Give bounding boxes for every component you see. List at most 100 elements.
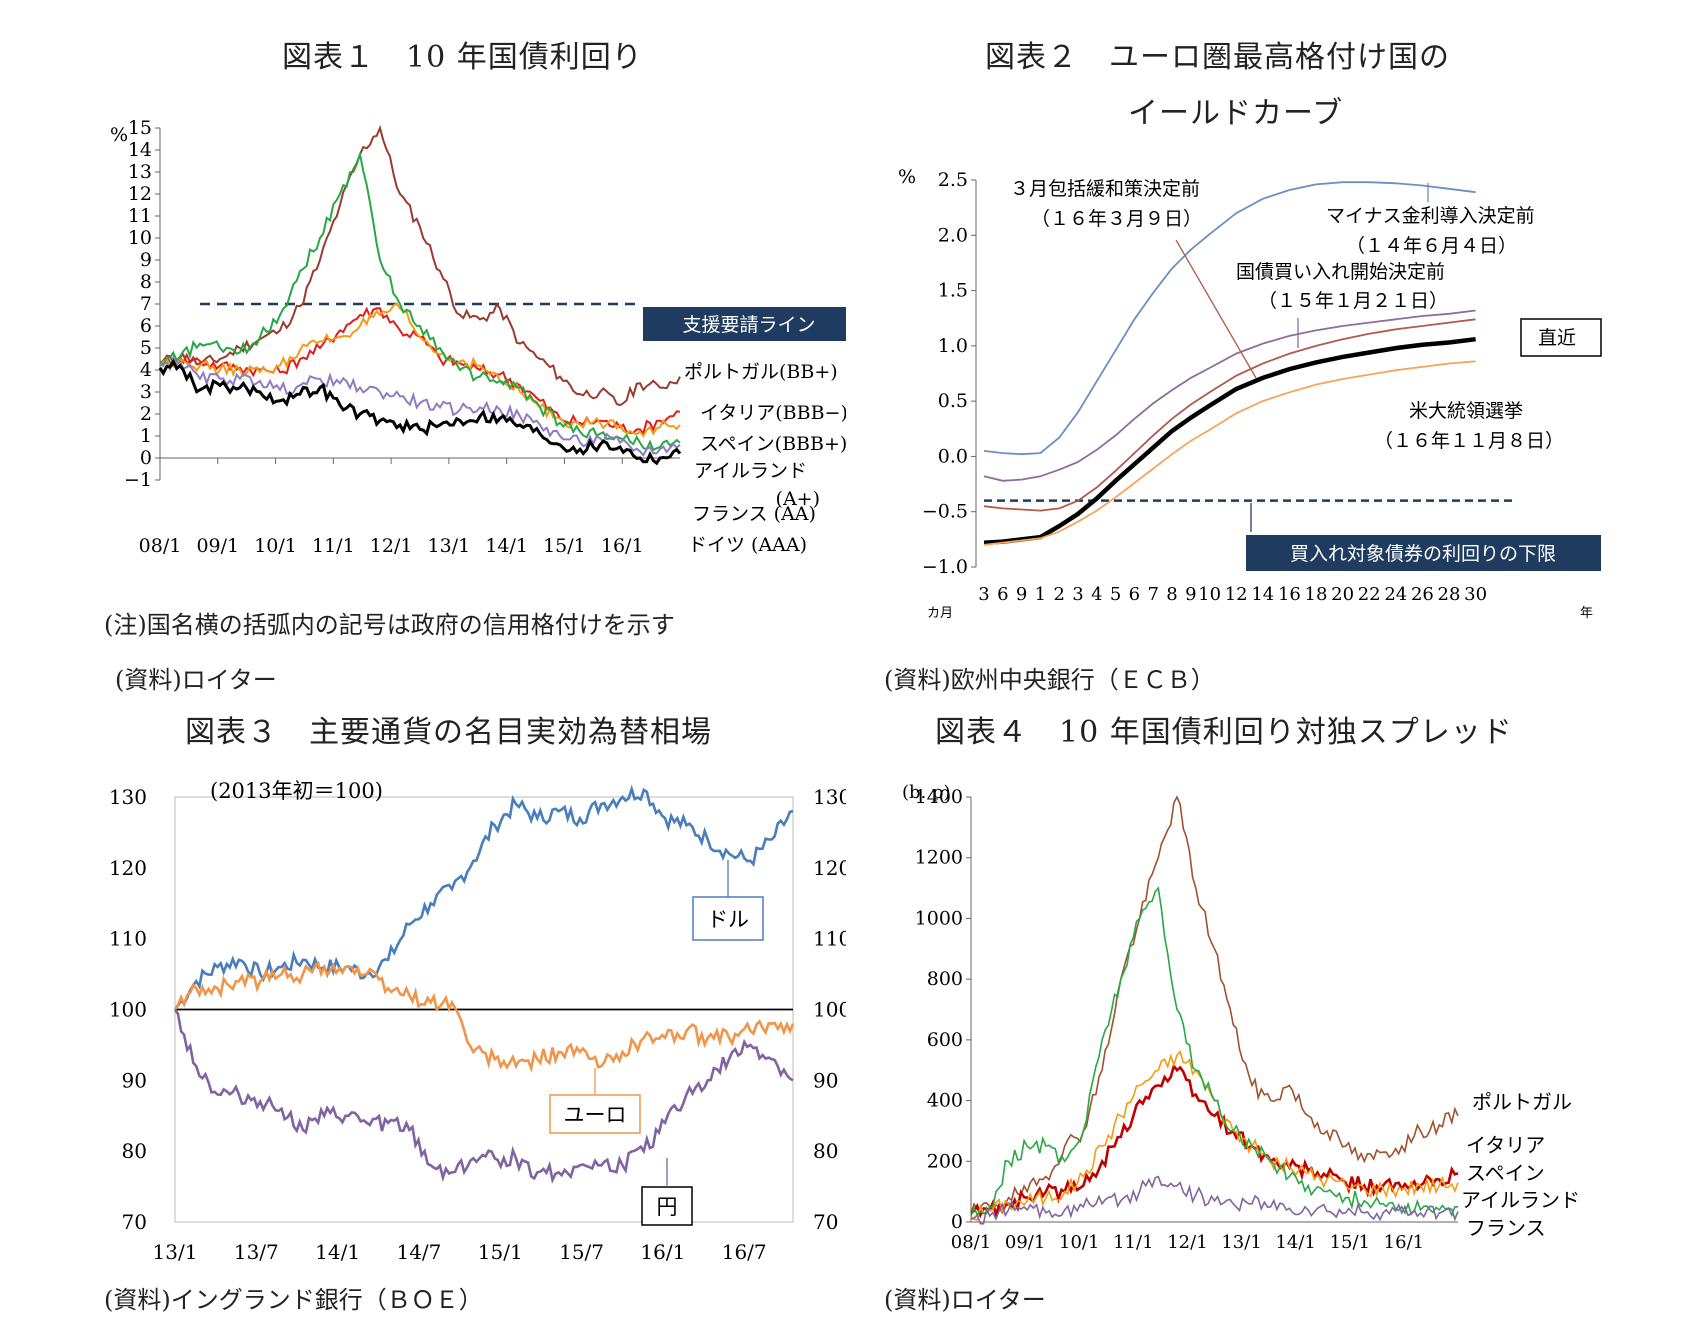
chart2-x-unit-months: カ月 xyxy=(927,606,953,621)
chart4-series-label: フランス xyxy=(1466,1216,1546,1240)
chart3-x-tick-label: 16/1 xyxy=(640,1240,685,1264)
chart4-y-tick-label: 1400 xyxy=(915,786,963,808)
chart2: −1.0−0.50.00.51.01.52.02.53 6 9 1 2 3 4 5 6 7 8 9 10… xyxy=(898,166,1602,621)
chart1-x-tick-label: 12/1 xyxy=(370,535,413,557)
chart1-x-tick-label: 10/1 xyxy=(254,535,297,557)
chart3-y-tick-label-right: 70 xyxy=(813,1210,838,1234)
chart2-reference-label-box xyxy=(1246,535,1601,571)
chart2-x-tick-label: 9 xyxy=(1185,584,1196,605)
chart1-y-tick-label: 14 xyxy=(128,139,152,161)
chart2-series-label: （１６年１１月８日） xyxy=(1374,430,1564,452)
chart1-x-tick-label: 13/1 xyxy=(428,535,471,557)
chart3-y-tick-label-right: 90 xyxy=(813,1068,838,1092)
chart1-series-line xyxy=(159,150,681,452)
chart3-x-tick-label: 14/7 xyxy=(396,1240,441,1264)
chart4-source: (資料)ロイター xyxy=(884,1286,1046,1314)
chart2-plot: −1.0−0.50.00.51.01.52.02.53 6 9 1 2 3 4 5 6 7 8 9 10… xyxy=(922,169,1602,605)
chart3-label-box xyxy=(641,1186,693,1226)
chart3-plot: 70 70 80 80 90 90 100 100 110 110 120 120 130 130 13/1… xyxy=(109,784,846,1264)
chart2-x-tick-label: 1 xyxy=(1035,584,1046,605)
chart3-source: (資料)イングランド銀行（ＢＯＥ） xyxy=(104,1286,483,1314)
chart3-series-line xyxy=(173,1008,794,1184)
chart2-title-line1: 図表２ ユーロ圏最高格付け国の xyxy=(985,40,1450,75)
chart1-y-tick-label: 7 xyxy=(140,293,152,315)
chart2-series-label: 米大統領選挙 xyxy=(1409,400,1523,422)
chart4-series-label: イタリア xyxy=(1466,1133,1545,1157)
chart2-series-label: （１６年３月９日） xyxy=(1031,208,1202,230)
chart1-reference-label: 支援要請ライン xyxy=(682,314,815,336)
chart3-subtitle: (2013年初＝100) xyxy=(210,779,383,803)
chart1-y-tick-label: 13 xyxy=(128,161,152,183)
chart3-y-tick-label-right: 120 xyxy=(813,856,846,880)
chart2-series-label: 直近 xyxy=(1538,327,1576,349)
chart2-x-tick-label: 6 xyxy=(997,584,1008,605)
chart4-y-tick-label: 0 xyxy=(951,1211,963,1233)
chart3-label-box xyxy=(549,1094,641,1134)
chart4-series-label: スペイン xyxy=(1466,1161,1545,1185)
chart4-series-line xyxy=(970,1175,1459,1225)
chart4-x-tick-label: 16/1 xyxy=(1384,1232,1424,1253)
chart2-series-label: ３月包括緩和策決定前 xyxy=(1010,178,1200,200)
chart2-x-tick-label: 14 xyxy=(1251,584,1274,605)
chart1-series-label: アイルランド xyxy=(694,460,807,482)
chart2-y-tick-label: −0.5 xyxy=(922,501,968,523)
chart3-series-line xyxy=(173,784,794,1011)
chart2-series-line xyxy=(983,181,1476,456)
chart1-series-line xyxy=(159,302,681,438)
chart4-series-label: ポルトガル xyxy=(1472,1090,1572,1114)
chart1-y-tick-label: 12 xyxy=(128,183,152,205)
chart2-reference-label: 買入れ対象債券の利回りの下限 xyxy=(1290,543,1556,565)
chart3-series-label: ユーロ xyxy=(564,1103,627,1127)
chart2-x-tick-label: 6 xyxy=(1129,584,1140,605)
chart2-y-unit: % xyxy=(898,166,916,188)
chart2-x-tick-label: 10 xyxy=(1198,584,1221,605)
chart1-y-tick-label: 1 xyxy=(140,425,152,447)
chart1-series-line xyxy=(159,124,681,407)
chart4-series-line xyxy=(970,886,1459,1218)
chart2-series-line xyxy=(983,309,1476,482)
chart2-x-tick-label: 4 xyxy=(1091,584,1102,605)
chart2-x-tick-label: 3 xyxy=(978,584,989,605)
chart3-y-tick-label-left: 130 xyxy=(109,785,147,809)
chart2-y-tick-label: 2.5 xyxy=(938,169,968,191)
chart3-series-line xyxy=(173,960,795,1073)
chart4-plot: 0 200 400 600 800 1000 1200 1400 08/1 09/1 10/1 11/… xyxy=(915,786,1580,1253)
chart1-y-tick-label: 9 xyxy=(140,249,152,271)
chart2-series-label: （１５年１月２１日） xyxy=(1258,290,1448,312)
chart4-x-tick-label: 12/1 xyxy=(1167,1232,1207,1253)
chart3-y-tick-label-right: 80 xyxy=(813,1139,838,1163)
chart4-series-line xyxy=(970,1062,1459,1219)
chart1-reference-label-box xyxy=(643,307,846,341)
chart1-y-tick-label: 6 xyxy=(140,315,152,337)
chart2-label-arrow xyxy=(1175,239,1257,379)
chart4-x-tick-label: 09/1 xyxy=(1005,1232,1045,1253)
chart3-x-tick-label: 14/1 xyxy=(315,1240,360,1264)
chart3: 70 70 80 80 90 90 100 100 110 110 120 120 130 130 13/1… xyxy=(109,779,846,1264)
chart1-series-line xyxy=(158,358,682,466)
chart2-x-tick-label: 20 xyxy=(1331,584,1354,605)
chart4: 0 200 400 600 800 1000 1200 1400 08/1 09/1 10/1 11/… xyxy=(902,782,1580,1253)
chart2-label-box-latest xyxy=(1520,318,1602,357)
chart2-x-tick-label: 22 xyxy=(1358,584,1381,605)
chart2-x-tick-label: 5 xyxy=(1110,584,1121,605)
chart1-y-tick-label: 5 xyxy=(140,337,152,359)
chart1-x-tick-label: 11/1 xyxy=(312,535,355,557)
chart1-x-tick-label: 16/1 xyxy=(601,535,644,557)
chart2-y-tick-label: 1.0 xyxy=(938,335,968,357)
chart1-y-tick-label: 0 xyxy=(140,447,152,469)
chart1-y-tick-label: 11 xyxy=(128,205,152,227)
chart1-note: (注)国名横の括弧内の記号は政府の信用格付けを示す xyxy=(104,611,675,639)
chart2-x-tick-label: 16 xyxy=(1278,584,1301,605)
chart2-series-label: （１４年６月４日） xyxy=(1346,235,1517,257)
chart1-x-tick-label: 14/1 xyxy=(485,535,528,557)
chart4-series-line xyxy=(970,795,1459,1214)
chart1-series-label: イタリア(BBB−) xyxy=(700,402,846,424)
chart2-x-tick-label: 12 xyxy=(1225,584,1248,605)
chart2-x-tick-label: 26 xyxy=(1411,584,1434,605)
chart1-x-tick-label: 15/1 xyxy=(543,535,586,557)
chart2-series-line xyxy=(983,336,1476,545)
chart1-y-tick-label: 2 xyxy=(140,403,152,425)
chart3-y-tick-label-left: 120 xyxy=(109,856,147,880)
chart1-series-label: ドイツ (AAA) xyxy=(688,534,807,556)
